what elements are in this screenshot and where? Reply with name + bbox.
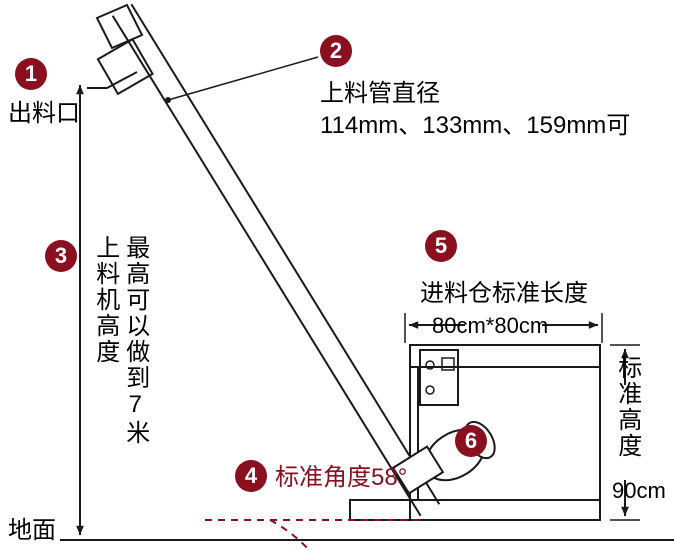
label-pipe-sizes: 114mm、133mm、159mm可 [320, 110, 630, 141]
badge-3: 3 [45, 240, 77, 272]
label-hopper-len-title: 进料仓标准长度 [420, 278, 588, 309]
label-std-height-val: 90cm [612, 478, 666, 504]
badge-2: 2 [320, 35, 352, 67]
label-height-col2: 最高可以做到7米 [120, 235, 149, 446]
label-pipe-title: 上料管直径 [320, 78, 440, 109]
label-angle: 标准角度58° [275, 462, 407, 493]
label-std-height-title: 标准高度 [612, 355, 641, 459]
badge-4: 4 [235, 460, 267, 492]
badge-5: 5 [425, 230, 457, 262]
label-hopper-len-val: 80cm*80cm [432, 313, 548, 339]
label-outlet: 出料口 [8, 98, 80, 129]
badge-1: 1 [15, 58, 47, 90]
label-ground: 地面 [8, 515, 56, 546]
badge-6: 6 [455, 425, 487, 457]
label-height-col1: 上料机高度 [90, 235, 119, 365]
